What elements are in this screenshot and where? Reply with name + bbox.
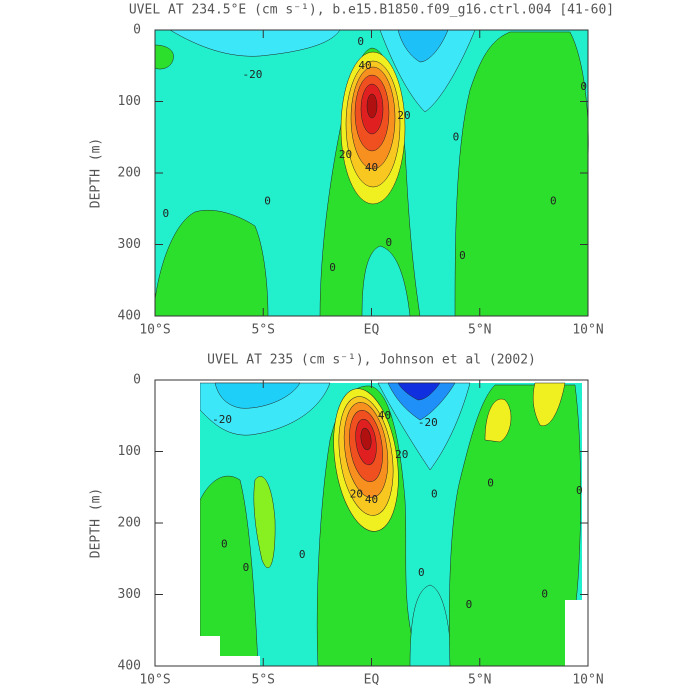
x-tick-label: 10°N (572, 673, 603, 688)
x-tick-label: 10°N (572, 323, 603, 338)
contour-label: 0 (459, 249, 466, 262)
x-tick-label: 5°S (252, 323, 275, 338)
contour-label: 0 (487, 477, 494, 490)
x-tick-label: 5°N (468, 673, 491, 688)
chart-title: UVEL AT 235 (cm s⁻¹), Johnson et al (200… (207, 353, 536, 368)
contour-label: -20 (418, 416, 438, 429)
y-tick-label: 0 (133, 23, 141, 38)
contour-label: 0 (541, 588, 548, 601)
contour-label: -20 (212, 413, 232, 426)
y-tick-label: 0 (133, 373, 141, 388)
contour-label: 0 (431, 487, 438, 500)
contour-label: 0 (576, 484, 583, 497)
x-tick-label: EQ (364, 323, 380, 338)
contour-label: 0 (550, 195, 557, 208)
contour-label: 0 (329, 261, 336, 274)
y-tick-label: 200 (118, 516, 141, 531)
contour-label: 20 (350, 487, 363, 500)
contour-label: -20 (242, 68, 262, 81)
contour-label: 0 (453, 130, 460, 143)
contour-label: 40 (358, 59, 371, 72)
x-tick-label: 10°S (139, 673, 170, 688)
y-tick-label: 300 (118, 587, 141, 602)
contour-label: 40 (365, 493, 378, 506)
y-tick-label: 200 (118, 166, 141, 181)
y-tick-label: 300 (118, 237, 141, 252)
y-tick-label: 100 (118, 94, 141, 109)
contour-label: 0 (386, 236, 393, 249)
x-tick-label: 10°S (139, 323, 170, 338)
contour-label: 0 (243, 561, 250, 574)
contour-label: 0 (357, 35, 364, 48)
contour-label: 0 (299, 548, 306, 561)
contour-label: 20 (395, 448, 408, 461)
contour-label: 40 (378, 409, 391, 422)
y-axis-label: DEPTH (m) (89, 138, 104, 208)
x-tick-label: 5°N (468, 323, 491, 338)
contour-label: 0 (580, 80, 587, 93)
x-tick-label: 5°S (252, 673, 275, 688)
y-axis-label: DEPTH (m) (89, 488, 104, 558)
contour-label: 20 (397, 109, 410, 122)
y-tick-label: 100 (118, 444, 141, 459)
contour-label: 0 (221, 537, 228, 550)
contour-label: 0 (466, 598, 473, 611)
contour-label: 0 (264, 195, 271, 208)
chart-title: UVEL AT 234.5°E (cm s⁻¹), b.e15.B1850.f0… (129, 3, 614, 18)
y-tick-label: 400 (118, 309, 141, 324)
x-tick-label: EQ (364, 673, 380, 688)
contour-label: 40 (365, 161, 378, 174)
contour-label: 20 (339, 148, 352, 161)
contour-label: 0 (163, 207, 170, 220)
y-tick-label: 400 (118, 659, 141, 674)
panel-1-field (154, 29, 589, 317)
contour-label: 0 (418, 566, 425, 579)
panel-2-field (155, 382, 588, 667)
